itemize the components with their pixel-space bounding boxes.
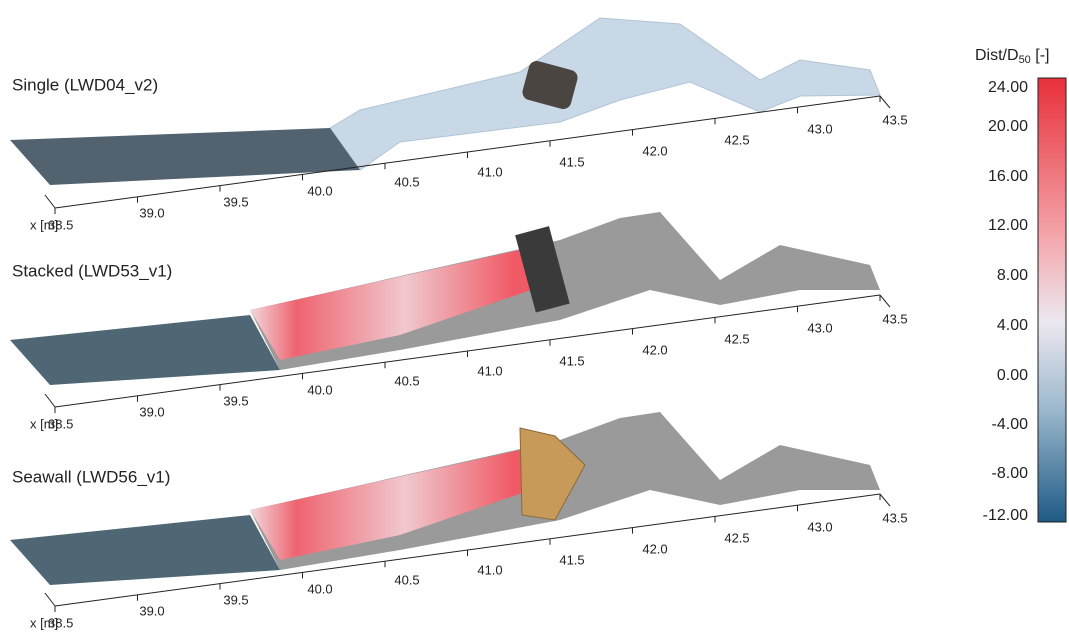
tick-label: 43.0 [807,121,832,136]
surface-dark [10,515,280,585]
log [515,226,570,313]
tick-label: 43.5 [882,112,907,127]
tick-label: 41.0 [477,562,502,577]
seawall [519,427,586,521]
tick-label: 39.0 [139,205,164,220]
tick-label: 42.0 [642,143,667,158]
tick-label: 40.5 [394,373,419,388]
axis-end [44,194,56,209]
tick-label: 41.5 [559,552,584,567]
tick-label: 43.5 [882,510,907,525]
tick-label: 40.5 [394,572,419,587]
panel-title: Single (LWD04_v2) [12,75,158,94]
surface-red [250,450,560,560]
colorbar-tick-label: 0.00 [997,367,1028,384]
surface-dark [10,315,280,385]
axis-end [44,393,56,408]
colorbar-tick-label: 24.00 [988,79,1028,96]
colorbar-tick-label: 12.00 [988,217,1028,234]
tick-label: 41.0 [477,363,502,378]
tick-label: 39.5 [223,194,248,209]
surface-dark [10,128,360,185]
axis-end [879,493,891,507]
surfaces [10,17,881,585]
tick-label: 42.0 [642,342,667,357]
axis-end [44,592,56,607]
tick-label: 40.0 [307,183,332,198]
tick-label: 40.0 [307,581,332,596]
tick-label: 42.0 [642,541,667,556]
axis-end [879,294,891,308]
tick-label: 39.5 [223,592,248,607]
tick-label: 43.0 [807,519,832,534]
tick-label: 39.0 [139,603,164,618]
colorbar-tick-label: -8.00 [992,465,1029,482]
tick-label: 38.5 [48,615,73,630]
tick-label: 39.5 [223,393,248,408]
tick-label: 41.0 [477,164,502,179]
surface [329,17,881,171]
surface-red [250,250,560,360]
tick-label: 40.0 [307,382,332,397]
panel-title: Seawall (LWD56_v1) [12,467,170,486]
log [522,61,578,109]
tick-label: 38.5 [48,416,73,431]
tick-label: 42.5 [724,331,749,346]
tick-label: 42.5 [724,132,749,147]
tick-label: 43.0 [807,320,832,335]
colorbar-title: Dist/D50 [-] [975,47,1049,66]
axis-end [879,95,891,109]
colorbar [1037,77,1067,523]
tick-label: 43.5 [882,311,907,326]
tick-label: 41.5 [559,353,584,368]
tick-label: 40.5 [394,174,419,189]
tick-label: 39.0 [139,404,164,419]
tick-label: 38.5 [48,217,73,232]
tick-label: 41.5 [559,154,584,169]
axis-label: x [m] [30,217,58,232]
panel-title: Stacked (LWD53_v1) [12,261,172,280]
axis-label: x [m] [30,615,58,630]
axis-label: x [m] [30,416,58,431]
colorbar-tick-label: 16.00 [988,168,1028,185]
colorbar-tick-label: 8.00 [997,267,1028,284]
colorbar-tick-label: -4.00 [992,416,1029,433]
colorbar-tick-label: 4.00 [997,317,1028,334]
colorbar-tick-label: 20.00 [988,118,1028,135]
tick-label: 42.5 [724,530,749,545]
colorbar-tick-label: -12.00 [983,507,1028,524]
